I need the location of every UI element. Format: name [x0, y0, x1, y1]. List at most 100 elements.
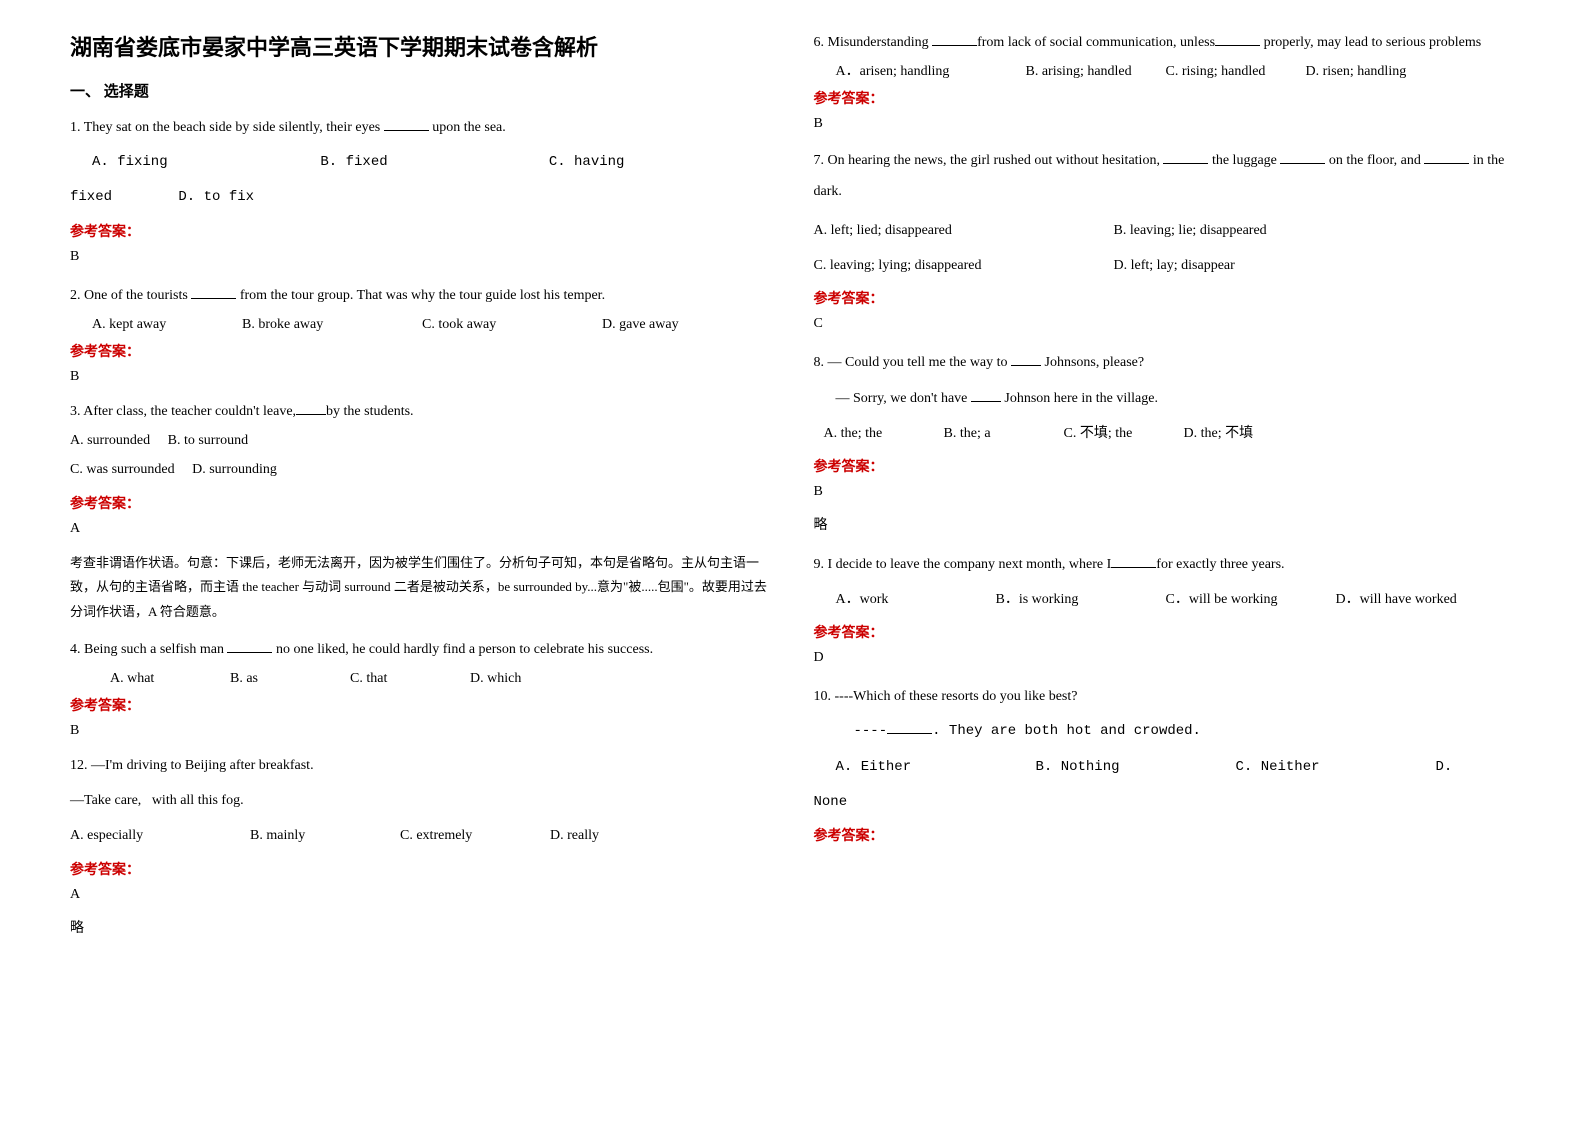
q4-stem: 4. Being such a selfish man no one liked…	[70, 637, 774, 662]
q7-optD: D. left; lay; disappear	[1114, 253, 1235, 278]
answer-label: 参考答案：	[70, 859, 774, 879]
q8-opts: A. the; the B. the; a C. 不填; the D. the;…	[814, 421, 1518, 446]
answer-label: 参考答案：	[70, 493, 774, 513]
page-title: 湖南省娄底市晏家中学高三英语下学期期末试卷含解析	[70, 30, 774, 62]
q6-optB: B. arising; handled	[1026, 59, 1166, 84]
q2-answer: B	[70, 369, 774, 385]
q7-opts-row2: C. leaving; lying; disappeared D. left; …	[814, 253, 1518, 278]
q7-optC: C. leaving; lying; disappeared	[814, 253, 1114, 278]
q3-optB: B. to surround	[168, 433, 249, 448]
q9-stem-a: 9. I decide to leave the company next mo…	[814, 557, 1112, 572]
q3-optA: A. surrounded	[70, 428, 150, 453]
blank	[887, 722, 932, 735]
blank	[1011, 354, 1041, 367]
q6-opts: A．arisen; handling B. arising; handled C…	[836, 59, 1518, 84]
q12-lue: 略	[70, 917, 774, 937]
q8-optC: C. 不填; the	[1064, 421, 1184, 446]
q9-optA: A．work	[836, 587, 996, 612]
q6-optC: C. rising; handled	[1166, 59, 1306, 84]
q12-optD: D. really	[550, 823, 599, 848]
q1-optC: C. having	[549, 154, 625, 170]
q3-stem: 3. After class, the teacher couldn't lea…	[70, 399, 774, 424]
q9-answer: D	[814, 650, 1518, 666]
q3-opts-row1: A. surrounded B. to surround	[70, 428, 774, 453]
blank	[1215, 33, 1260, 46]
q2-optA: A. kept away	[92, 312, 242, 337]
q7-optA: A. left; lied; disappeared	[814, 218, 1114, 243]
answer-label: 参考答案：	[70, 695, 774, 715]
q8-answer: B	[814, 484, 1518, 500]
q1-stem-a: 1. They sat on the beach side by side si…	[70, 120, 384, 135]
left-column: 湖南省娄底市晏家中学高三英语下学期期末试卷含解析 一、 选择题 1. They …	[50, 30, 794, 1092]
q3-answer: A	[70, 521, 774, 537]
q4-optA: A. what	[110, 666, 230, 691]
blank	[932, 33, 977, 46]
q10-optC: C. Neither	[1236, 755, 1436, 780]
answer-label: 参考答案：	[70, 221, 774, 241]
q7-answer: C	[814, 316, 1518, 332]
q2-optB: B. broke away	[242, 312, 422, 337]
q10-opts: A. Either B. Nothing C. Neither D.	[836, 755, 1518, 780]
q7-stem-a: 7. On hearing the news, the girl rushed …	[814, 153, 1164, 168]
q2-optD: D. gave away	[602, 312, 679, 337]
q8-line2: — Sorry, we don't have Johnson here in t…	[836, 386, 1518, 411]
q3-optC: C. was surrounded	[70, 457, 175, 482]
q9-opts: A．work B．is working C．will be working D．…	[836, 587, 1518, 612]
q7-stem-b: the luggage	[1208, 153, 1280, 168]
q1-stem: 1. They sat on the beach side by side si…	[70, 115, 774, 140]
q8-stem-b: Johnsons, please?	[1041, 355, 1144, 370]
q8-optD: D. the; 不填	[1184, 421, 1254, 446]
q8-line2a: — Sorry, we don't have	[836, 391, 971, 406]
q1-optB: B. fixed	[320, 150, 540, 175]
q10-optA: A. Either	[836, 755, 1036, 780]
q6-stem-c: properly, may lead to serious problems	[1260, 35, 1481, 50]
q12-optC: C. extremely	[400, 823, 550, 848]
q8-optA: A. the; the	[824, 421, 944, 446]
q8-stem: 8. — Could you tell me the way to Johnso…	[814, 350, 1518, 375]
q10-stem: 10. ----Which of these resorts do you li…	[814, 684, 1518, 709]
blank	[191, 286, 236, 299]
answer-label: 参考答案：	[814, 622, 1518, 642]
q4-answer: B	[70, 723, 774, 739]
q12-answer: A	[70, 887, 774, 903]
answer-label: 参考答案：	[814, 825, 1518, 845]
q6-optD: D. risen; handling	[1306, 59, 1407, 84]
q3-stem-b: by the students.	[326, 404, 414, 419]
q10-line2b: . They are both hot and crowded.	[932, 723, 1201, 739]
q2-stem-b: from the tour group. That was why the to…	[236, 288, 605, 303]
q12-stem: 12. —I'm driving to Beijing after breakf…	[70, 753, 774, 778]
q6-optA: A．arisen; handling	[836, 59, 1026, 84]
q10-optB: B. Nothing	[1036, 755, 1236, 780]
q10-line2: ---- . They are both hot and crowded.	[854, 719, 1518, 744]
q9-stem-b: for exactly three years.	[1156, 557, 1284, 572]
section-heading: 一、 选择题	[70, 80, 774, 101]
q12-optB: B. mainly	[250, 823, 400, 848]
q2-stem-a: 2. One of the tourists	[70, 288, 191, 303]
q12-stem2: —Take care, with all this fog.	[70, 788, 774, 813]
q7-stem-c: on the floor, and	[1325, 153, 1424, 168]
q12-opts: A. especially B. mainly C. extremely D. …	[70, 823, 774, 848]
q4-optB: B. as	[230, 666, 350, 691]
q6-answer: B	[814, 116, 1518, 132]
q4-stem-b: no one liked, he could hardly find a per…	[272, 642, 653, 657]
right-column: 6. Misunderstanding from lack of social …	[794, 30, 1538, 1092]
q1-stem-b: upon the sea.	[429, 120, 506, 135]
q3-explain: 考查非谓语作状语。句意：下课后，老师无法离开，因为被学生们围住了。分析句子可知，…	[70, 551, 774, 625]
q10-optD: D.	[1436, 755, 1453, 780]
blank	[296, 402, 326, 415]
q10-line2a: ----	[854, 723, 888, 739]
q6-stem-b: from lack of social communication, unles…	[977, 35, 1215, 50]
q12-stem2a: —Take care,	[70, 793, 141, 808]
q7-stem: 7. On hearing the news, the girl rushed …	[814, 146, 1518, 208]
q3-opts-row2: C. was surrounded D. surrounding	[70, 457, 774, 482]
q10-line3: None	[814, 790, 1518, 815]
q4-stem-a: 4. Being such a selfish man	[70, 642, 227, 657]
q4-optD: D. which	[470, 666, 521, 691]
answer-label: 参考答案：	[814, 288, 1518, 308]
q1-optA: A. fixing	[92, 150, 312, 175]
q4-optC: C. that	[350, 666, 470, 691]
q1-opts-row1: A. fixing B. fixed C. having	[92, 150, 774, 175]
q8-optB: B. the; a	[944, 421, 1064, 446]
blank	[971, 389, 1001, 402]
q3-optD: D. surrounding	[192, 462, 277, 477]
